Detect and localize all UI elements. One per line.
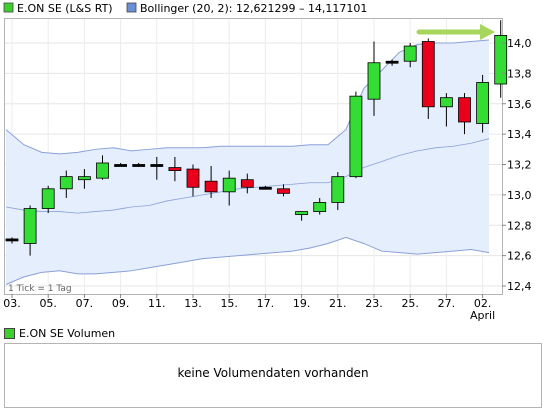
x-tick-label: 21. [329, 297, 347, 310]
candle [458, 93, 471, 135]
candle-body [277, 188, 290, 194]
candle [5, 237, 19, 244]
candle [258, 185, 272, 190]
candle-body [439, 97, 453, 108]
candle-body [385, 60, 399, 64]
candle [331, 172, 345, 211]
candle [59, 170, 73, 198]
y-tick-label: 12,8 [507, 219, 532, 232]
x-axis: 03. 05. 07. 09. 11. 13. 15. 17. 19. 21. 23. 25. 27. 0… [3, 294, 495, 322]
main-legend-swatch [3, 2, 14, 13]
y-tick-label: 12,6 [507, 250, 532, 263]
candle [367, 41, 381, 116]
candle-body [150, 164, 164, 167]
candle-body [313, 202, 327, 212]
candle [439, 93, 453, 127]
candle [240, 173, 254, 194]
x-tick-label: 27. [438, 297, 456, 310]
candle-body [186, 168, 200, 188]
bollinger-band-area [6, 39, 489, 285]
candle-body [476, 82, 490, 124]
candle [494, 20, 508, 98]
candle [385, 59, 399, 66]
candle [78, 169, 91, 189]
candle [204, 166, 218, 198]
y-tick-label: 13,4 [507, 128, 532, 141]
candle-body [41, 188, 55, 209]
y-tick-label: 14,0 [507, 37, 532, 50]
candle-body [258, 186, 272, 190]
candle-body [494, 35, 508, 85]
candle [150, 156, 164, 180]
candle-body [114, 164, 127, 167]
candle-body [367, 62, 381, 100]
candle-body [78, 176, 91, 181]
candle-body [5, 238, 19, 242]
candle-body [331, 176, 345, 203]
candle [96, 155, 109, 180]
x-tick-label: 17. [257, 297, 275, 310]
candle-body [240, 179, 254, 188]
candles [5, 20, 508, 256]
candle [132, 162, 146, 167]
candle [23, 205, 37, 256]
y-tick-label: 13,6 [507, 98, 532, 111]
volume-legend: E.ON SE Volumen [4, 326, 115, 340]
x-tick-sublabel: April [470, 309, 495, 322]
candle [41, 185, 55, 214]
candle [295, 211, 309, 221]
y-tick-label: 13,8 [507, 67, 532, 80]
x-tick-label: 02. [474, 297, 492, 310]
candle-body [23, 208, 37, 244]
candle [476, 74, 490, 133]
x-tick-label: 15. [220, 297, 238, 310]
x-tick-label: 25. [401, 297, 419, 310]
volume-legend-label: E.ON SE Volumen [19, 326, 116, 340]
x-tick-label: 09. [112, 297, 130, 310]
tick-note: 1 Tick = 1 Tag [8, 284, 72, 294]
candle [114, 162, 127, 167]
candle [277, 184, 290, 197]
bollinger-lower-line [5, 236, 490, 285]
candle [186, 164, 200, 197]
candle-body [204, 180, 218, 193]
bollinger-legend-label: Bollinger (20, 2): 12,621299 – 14,117101 [140, 2, 367, 15]
candle-body [458, 97, 471, 123]
candle-body [421, 41, 435, 108]
candle-body [222, 177, 236, 193]
candle [421, 38, 435, 119]
candle-body [168, 167, 182, 171]
candle [222, 170, 236, 206]
price-chart: E.ON SE (L&S RT) Bollinger (20, 2): 12,6… [3, 2, 532, 322]
x-tick-label: 07. [76, 297, 94, 310]
volume-empty-message: keine Volumendaten vorhanden [177, 366, 369, 380]
x-tick-label: 23. [365, 297, 383, 310]
x-tick-label: 05. [39, 297, 57, 310]
x-tick-label: 11. [148, 297, 166, 310]
y-tick-label: 13,0 [507, 189, 532, 202]
volume-panel: keine Volumendaten vorhanden [4, 343, 542, 408]
bollinger-legend-swatch [126, 2, 137, 13]
x-tick-label: 19. [293, 297, 311, 310]
candle-body [96, 162, 109, 179]
candle-body [349, 95, 363, 178]
candle [313, 197, 327, 215]
candle-body [403, 45, 417, 62]
main-legend-label: E.ON SE (L&S RT) [17, 2, 113, 15]
x-tick-label: 13. [184, 297, 202, 310]
candle [168, 156, 182, 182]
trend-arrow [416, 24, 495, 40]
y-tick-label: 12,4 [507, 280, 532, 293]
candle-body [295, 211, 309, 216]
volume-legend-swatch [4, 327, 15, 339]
candle-body [132, 164, 146, 167]
candle [349, 91, 363, 179]
y-axis: 12,4 12,6 12,8 13,0 13,2 13,4 13,6 13,8 14,0 [502, 37, 532, 293]
y-tick-label: 13,2 [507, 159, 532, 172]
candle [403, 43, 417, 68]
x-tick-label: 03. [3, 297, 21, 310]
candle-body [59, 176, 73, 190]
